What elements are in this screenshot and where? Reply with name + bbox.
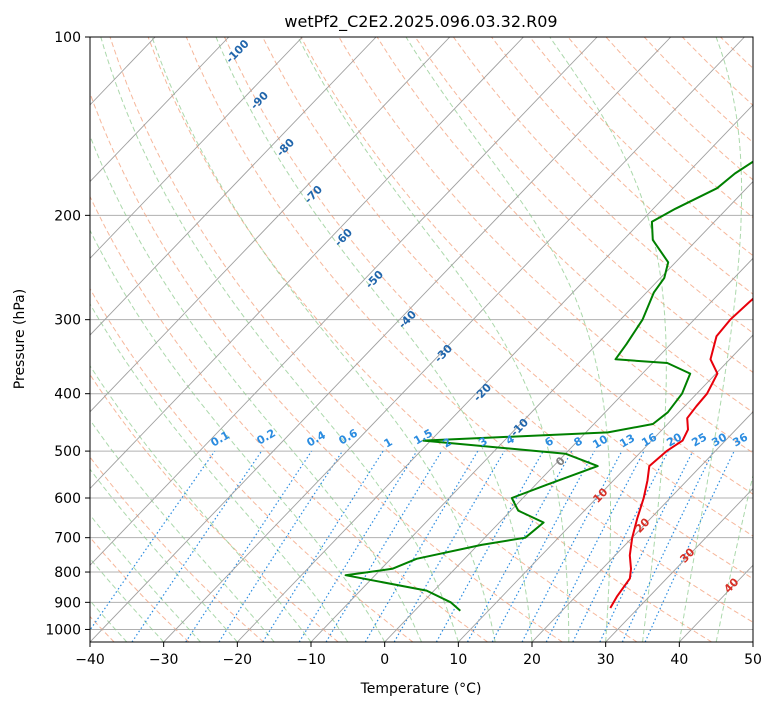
isotherm-line bbox=[384, 257, 753, 642]
dry-adiabat-line bbox=[185, 37, 753, 623]
dry-adiabat-line bbox=[224, 37, 753, 580]
profile-series bbox=[344, 160, 753, 612]
isotherm-line bbox=[531, 411, 753, 642]
y-tick-label: 600 bbox=[54, 491, 81, 507]
x-tick-label: 20 bbox=[523, 652, 541, 668]
isotherm-line bbox=[90, 37, 303, 259]
x-tick-label: −30 bbox=[149, 652, 179, 668]
temperature-line bbox=[609, 297, 753, 609]
isotherm-line bbox=[90, 37, 377, 336]
moist-adiabat-line bbox=[90, 557, 165, 642]
isotherm-line bbox=[90, 37, 451, 413]
y-tick-label: 500 bbox=[54, 444, 81, 460]
mixing-ratio-line bbox=[545, 450, 645, 642]
mixing-ratio-line bbox=[298, 450, 418, 642]
y-tick-label: 700 bbox=[54, 531, 81, 547]
isotherm-line bbox=[310, 180, 753, 642]
x-axis-ticks: −40 −30 −20 −10 0 10 20 30 40 50 bbox=[75, 642, 762, 668]
moist-adiabat-line bbox=[90, 364, 312, 642]
isotherms bbox=[90, 37, 753, 642]
moist-adiabat-line bbox=[90, 468, 238, 642]
x-tick-label: 30 bbox=[597, 652, 615, 668]
x-tick-label: −10 bbox=[296, 652, 326, 668]
moist-adiabat-line bbox=[90, 229, 386, 642]
moist-adiabat-line bbox=[678, 37, 743, 642]
y-tick-label: 100 bbox=[54, 30, 81, 46]
moist-adiabat-line bbox=[715, 473, 753, 642]
isotherm-line bbox=[90, 37, 230, 183]
isotherm-line bbox=[605, 487, 753, 642]
x-tick-label: 50 bbox=[744, 652, 762, 668]
moist-adiabat-line bbox=[90, 514, 201, 642]
isotherm-line bbox=[237, 104, 753, 642]
y-tick-label: 900 bbox=[54, 595, 81, 611]
moist-adiabat-line bbox=[151, 37, 496, 642]
x-tick-label: −40 bbox=[75, 652, 105, 668]
dewpoint-line bbox=[344, 160, 753, 612]
moist-adiabat-line bbox=[405, 37, 611, 642]
moist-adiabat-line bbox=[100, 37, 459, 642]
moist-adiabat-line bbox=[297, 37, 570, 642]
x-tick-label: −20 bbox=[223, 652, 253, 668]
isotherm-line bbox=[90, 37, 524, 490]
plot-area: -100-90-80-70-60-50-40-30-20-10010203040… bbox=[90, 37, 753, 642]
isotherm-line bbox=[458, 334, 753, 642]
mixing-ratio-line bbox=[131, 450, 263, 642]
plot-frame bbox=[89, 36, 754, 643]
x-tick-label: 0 bbox=[380, 652, 389, 668]
dry-adiabat-line bbox=[90, 195, 488, 642]
y-tick-label: 300 bbox=[54, 313, 81, 329]
x-tick-label: 40 bbox=[670, 652, 688, 668]
mixing-ratio-line bbox=[185, 450, 313, 642]
mixing-ratio-line bbox=[90, 450, 216, 632]
dry-adiabat-line bbox=[376, 37, 753, 413]
moist-adiabat-line bbox=[90, 599, 128, 642]
dry-adiabat-line bbox=[90, 456, 264, 642]
dry-adiabat-line bbox=[452, 37, 753, 334]
mixing-ratio-line bbox=[572, 450, 669, 642]
isotherm-line bbox=[90, 37, 598, 566]
dry-adiabat-line bbox=[90, 91, 563, 642]
dry-adiabat-line bbox=[90, 536, 190, 642]
y-tick-label: 200 bbox=[54, 208, 81, 224]
moist-adiabat-line bbox=[90, 419, 275, 642]
dry-adiabats bbox=[90, 37, 753, 642]
y-axis-label: Pressure (hPa) bbox=[12, 289, 28, 389]
moist-adiabat-line bbox=[90, 134, 422, 642]
x-tick-label: 10 bbox=[449, 652, 467, 668]
moist-adiabat-line bbox=[215, 37, 533, 642]
y-tick-label: 800 bbox=[54, 565, 81, 581]
moist-adiabat-line bbox=[90, 303, 349, 642]
mixing-ratio-line bbox=[466, 450, 573, 642]
y-tick-label: 1000 bbox=[45, 622, 81, 638]
dry-adiabat-line bbox=[338, 37, 753, 454]
chart-title: wetPf2_C2E2.2025.096.03.32.R09 bbox=[284, 12, 557, 32]
dry-adiabat-line bbox=[147, 37, 712, 642]
x-axis-label: Temperature (°C) bbox=[360, 681, 482, 697]
y-tick-label: 400 bbox=[54, 387, 81, 403]
isotherm-line bbox=[163, 37, 745, 642]
y-axis-ticks: 100 200 300 400 500 600 700 800 900 1000 bbox=[45, 30, 90, 638]
isotherm-line bbox=[90, 37, 672, 642]
dry-adiabat-line bbox=[109, 37, 638, 642]
mixing-ratio-line bbox=[262, 450, 384, 642]
mixing-ratio-line bbox=[325, 450, 443, 642]
pressure-gridlines bbox=[90, 37, 753, 630]
mixing-ratio-line bbox=[218, 450, 343, 642]
